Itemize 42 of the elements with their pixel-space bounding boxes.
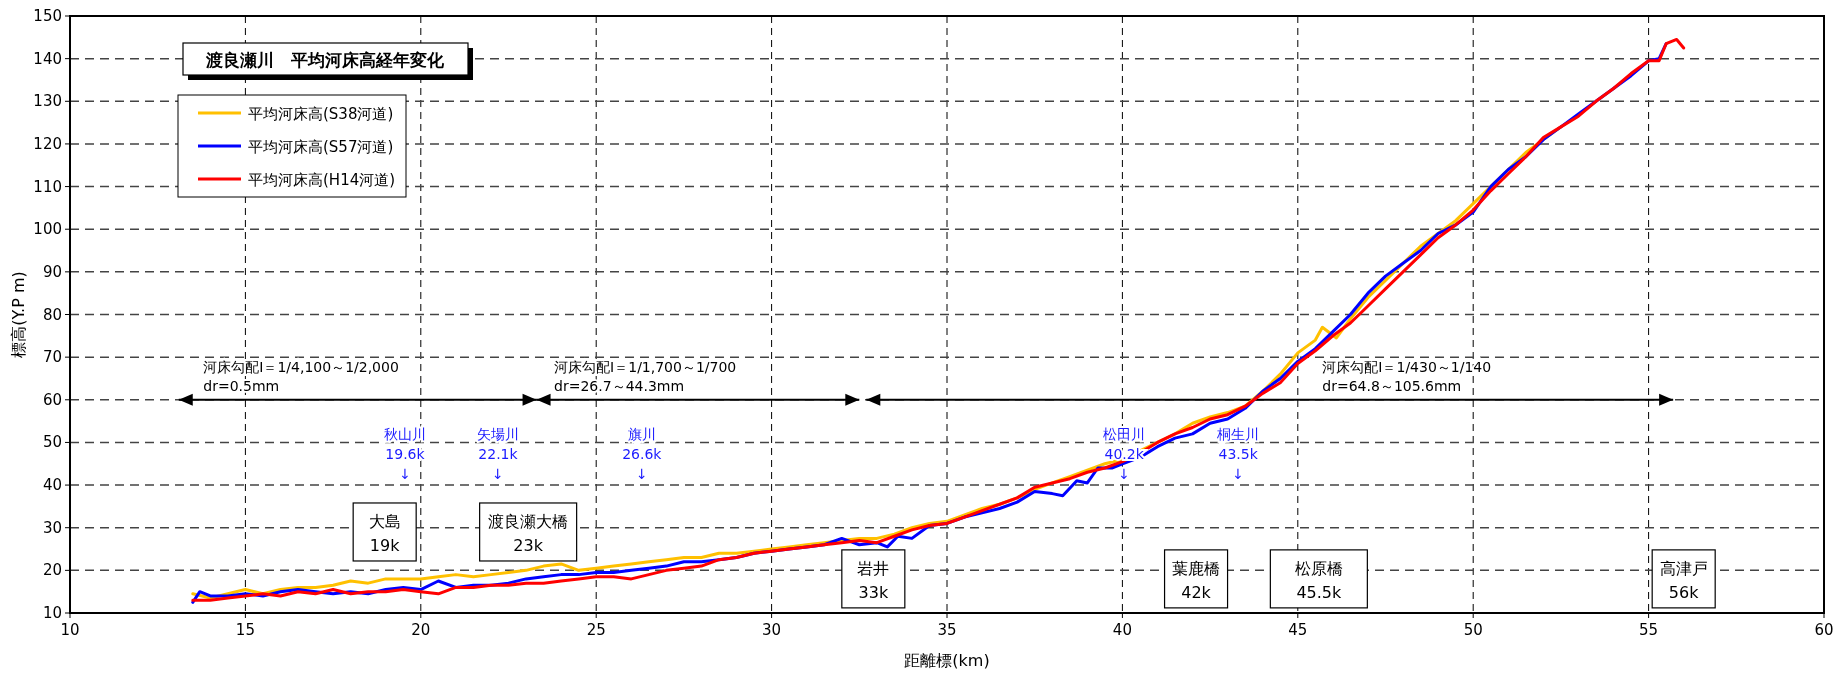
annotation: 岩井 33k — [857, 558, 890, 602]
y-tick-label: 110 — [33, 177, 62, 196]
annotation: 大島 19k — [368, 511, 401, 555]
y-tick-label: 140 — [33, 49, 62, 68]
y-axis-title: 標高(Y.P m) — [9, 271, 28, 358]
annotation: 松原橋 45.5k — [1294, 558, 1343, 602]
x-tick-label: 35 — [937, 621, 957, 639]
annotation: 秋山川 19.6k ↓ — [384, 425, 427, 482]
y-tick-label: 20 — [42, 561, 62, 580]
y-tick-label: 30 — [42, 518, 62, 537]
title: 渡良瀬川 平均河床高経年変化 — [182, 42, 473, 80]
y-tick-label: 150 — [33, 7, 62, 25]
y-tick-label: 100 — [33, 220, 62, 239]
y-tick-label: 120 — [33, 134, 62, 153]
y-tick-label: 50 — [42, 433, 62, 452]
x-tick-label: 60 — [1814, 621, 1834, 639]
annotation: 桐生川 43.5k ↓ — [1216, 425, 1260, 482]
annotation: 旗川 26.6k ↓ — [622, 425, 663, 482]
annotation: 高津戸 56k — [1659, 558, 1708, 602]
y-tick-label: 70 — [42, 348, 62, 367]
legend-label: 平均河床高(S38河道) — [248, 105, 394, 123]
x-tick-label: 55 — [1639, 621, 1659, 639]
x-axis-title: 距離標(km) — [904, 651, 990, 670]
x-tick-label: 15 — [235, 621, 255, 639]
annotation: 葉鹿橋 42k — [1172, 558, 1221, 602]
y-tick-label: 10 — [42, 604, 62, 622]
x-tick-label: 40 — [1112, 621, 1132, 639]
legend-label: 平均河床高(H14河道) — [248, 171, 396, 189]
x-tick-label: 25 — [586, 621, 606, 639]
x-tick-label: 30 — [762, 621, 782, 639]
x-tick-label: 10 — [60, 621, 80, 639]
annotation: 矢場川 22.1k ↓ — [476, 425, 519, 482]
y-tick-label: 130 — [33, 92, 62, 111]
y-tick-label: 60 — [42, 390, 62, 409]
x-tick-label: 20 — [411, 621, 431, 639]
y-tick-label: 40 — [42, 476, 62, 495]
legend-label: 平均河床高(S57河道) — [248, 138, 394, 156]
x-tick-label: 50 — [1463, 621, 1483, 639]
x-tick-label: 45 — [1288, 621, 1308, 639]
y-tick-label: 80 — [42, 305, 62, 324]
annotation: 渡良瀬大橋 23k — [488, 511, 569, 555]
y-tick-label: 90 — [42, 262, 62, 281]
